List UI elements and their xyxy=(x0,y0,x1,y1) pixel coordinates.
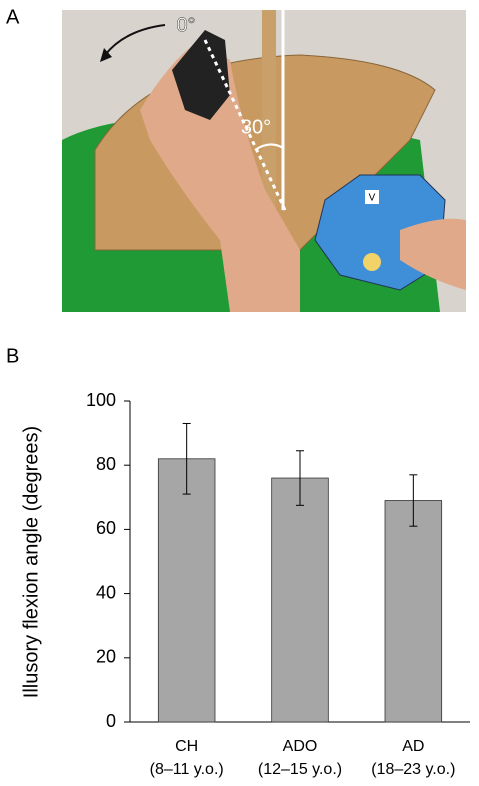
y-tick-label: 80 xyxy=(96,454,116,474)
x-tick-label: CH xyxy=(175,738,198,755)
y-tick-label: 0 xyxy=(106,711,116,731)
device-label: V xyxy=(369,193,376,204)
bar xyxy=(158,459,215,722)
figure: A 0° 30° V B Illusory flexion angle (deg… xyxy=(0,0,479,786)
photo: 0° 30° V xyxy=(62,10,466,312)
x-tick-sublabel: (18–23 y.o.) xyxy=(371,761,455,778)
x-tick-sublabel: (12–15 y.o.) xyxy=(258,761,342,778)
x-tick-label: ADO xyxy=(283,738,318,755)
angle-annotation: 30° xyxy=(241,116,271,138)
y-axis-label: Illusory flexion angle (degrees) xyxy=(20,426,42,698)
panel-label: B xyxy=(6,345,19,367)
x-tick-label: AD xyxy=(402,738,424,755)
y-tick-label: 20 xyxy=(96,647,116,667)
device-button xyxy=(363,253,381,271)
x-tick-sublabel: (8–11 y.o.) xyxy=(150,761,224,778)
panel-label: A xyxy=(6,6,20,28)
y-tick-label: 40 xyxy=(96,582,116,602)
bar xyxy=(385,501,442,722)
y-tick-label: 100 xyxy=(86,390,116,410)
angle-annotation: 0° xyxy=(176,14,195,36)
y-tick-label: 60 xyxy=(96,518,116,538)
bar xyxy=(272,478,329,722)
